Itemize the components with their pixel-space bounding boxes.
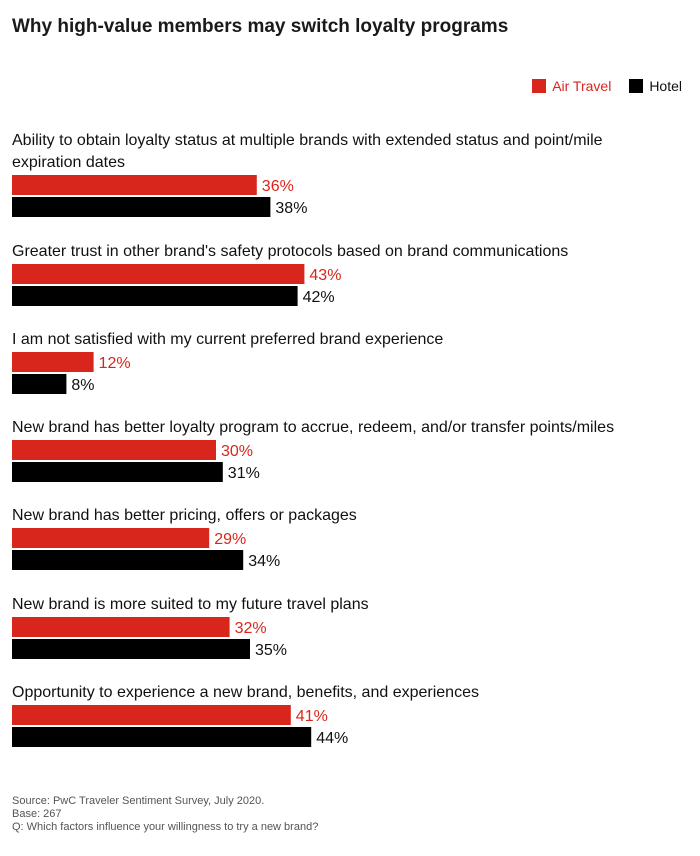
legend-item-air-travel: Air Travel	[532, 78, 611, 94]
bar-air-travel	[12, 440, 216, 460]
value-label-air-travel: 30%	[221, 443, 253, 460]
bar-hotel	[12, 197, 271, 217]
bar-air-travel	[12, 528, 210, 548]
value-label-hotel: 34%	[248, 553, 280, 570]
bar-hotel	[12, 639, 250, 659]
value-label-hotel: 42%	[303, 289, 335, 306]
legend-swatch-air-travel	[532, 79, 547, 93]
legend-label-hotel: Hotel	[649, 78, 682, 94]
bar-hotel	[12, 462, 223, 482]
question-note: Q: Which factors influence your willingn…	[12, 821, 319, 833]
bar-hotel	[12, 727, 312, 747]
value-label-hotel: 8%	[71, 377, 94, 394]
value-label-air-travel: 12%	[99, 355, 131, 372]
category-label: Greater trust in other brand's safety pr…	[12, 243, 568, 260]
value-label-hotel: 44%	[316, 730, 348, 747]
category-label: New brand has better loyalty program to …	[12, 419, 614, 436]
category-label: New brand has better pricing, offers or …	[12, 507, 357, 524]
base-note: Base: 267	[12, 808, 62, 820]
bar-chart: Ability to obtain loyalty status at mult…	[12, 132, 614, 747]
source-note: Source: PwC Traveler Sentiment Survey, J…	[12, 795, 265, 807]
value-label-air-travel: 32%	[235, 620, 267, 637]
bar-hotel	[12, 550, 244, 570]
category-label: Ability to obtain loyalty status at mult…	[12, 132, 603, 149]
value-label-air-travel: 36%	[262, 178, 294, 195]
legend-item-hotel: Hotel	[629, 78, 682, 94]
category-label: I am not satisfied with my current prefe…	[12, 331, 443, 348]
bar-hotel	[12, 374, 67, 394]
value-label-hotel: 35%	[255, 642, 287, 659]
chart-title: Why high-value members may switch loyalt…	[12, 16, 509, 37]
value-label-air-travel: 41%	[296, 708, 328, 725]
category-label: expiration dates	[12, 154, 125, 171]
category-label: Opportunity to experience a new brand, b…	[12, 684, 479, 701]
bar-air-travel	[12, 617, 230, 637]
value-label-air-travel: 29%	[214, 531, 246, 548]
bar-air-travel	[12, 352, 94, 372]
chart-footer: Source: PwC Traveler Sentiment Survey, J…	[12, 795, 318, 834]
chart-legend: Air Travel Hotel	[514, 78, 682, 94]
bar-air-travel	[12, 705, 291, 725]
value-label-air-travel: 43%	[309, 267, 341, 284]
bar-hotel	[12, 286, 298, 306]
legend-swatch-hotel	[629, 79, 644, 93]
value-label-hotel: 38%	[275, 200, 307, 217]
legend-label-air-travel: Air Travel	[552, 78, 612, 94]
bar-air-travel	[12, 175, 257, 195]
bar-air-travel	[12, 264, 305, 284]
category-label: New brand is more suited to my future tr…	[12, 596, 369, 613]
value-label-hotel: 31%	[228, 465, 260, 482]
